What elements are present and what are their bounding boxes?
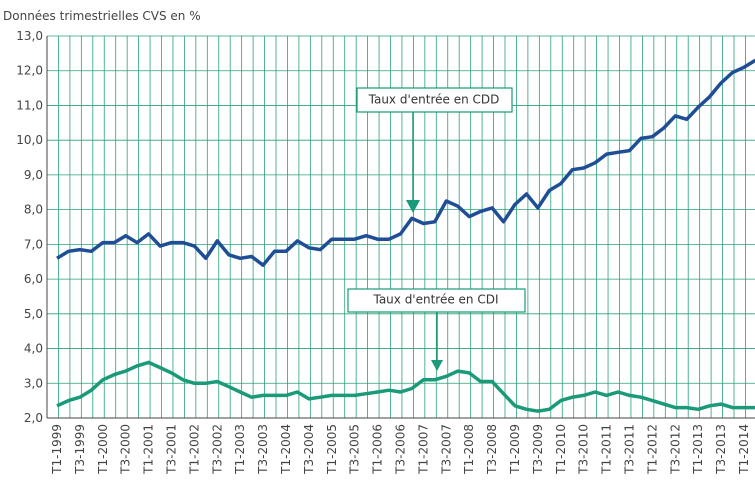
- x-tick-label: T1-2004: [279, 424, 293, 475]
- x-tick-label: T3-2002: [210, 424, 224, 475]
- annotation-box: [356, 87, 513, 113]
- y-tick-label: 8,0: [24, 203, 43, 217]
- y-tick-label: 6,0: [24, 272, 43, 286]
- y-tick-label: 10,0: [16, 133, 43, 147]
- x-tick-label: T3-2000: [119, 424, 133, 475]
- x-tick-label: T1-2014: [737, 424, 751, 475]
- x-tick-label: T3-2009: [531, 424, 545, 475]
- x-tick-label: T3-1999: [73, 424, 87, 475]
- x-tick-label: T1-2013: [691, 424, 705, 475]
- x-tick-label: T3-2005: [348, 424, 362, 475]
- x-tick-label: T3-2012: [668, 424, 682, 475]
- x-tick-label: T1-2006: [371, 424, 385, 475]
- annotation-cdi: Taux d'entrée en CDI: [347, 288, 526, 371]
- x-tick-label: T3-2007: [439, 424, 453, 475]
- x-tick-label: T1-2005: [325, 424, 339, 475]
- y-tick-label: 13,0: [16, 29, 43, 43]
- series-line: [56, 58, 755, 267]
- y-tick-label: 11,0: [16, 98, 43, 112]
- x-tick-label: T3-2010: [577, 424, 591, 475]
- annotation-arrowhead: [406, 200, 420, 213]
- x-tick-label: T1-2012: [645, 424, 659, 475]
- x-tick-label: T1-2000: [96, 424, 110, 475]
- x-tick-label: T3-2013: [714, 424, 728, 475]
- y-tick-label: 9,0: [24, 168, 43, 182]
- x-tick-label: T3-2011: [623, 424, 637, 475]
- y-tick-label: 2,0: [24, 411, 43, 425]
- y-tick-label: 5,0: [24, 307, 43, 321]
- x-tick-label: T1-2001: [142, 424, 156, 475]
- y-tick-label: 4,0: [24, 342, 43, 356]
- y-tick-label: 12,0: [16, 64, 43, 78]
- x-tick-label: T3-2006: [394, 424, 408, 475]
- x-tick-label: T1-2007: [416, 424, 430, 475]
- x-tick-label: T3-2008: [485, 424, 499, 475]
- series-line: [56, 360, 755, 413]
- annotation-cdd: Taux d'entrée en CDD: [356, 87, 513, 213]
- annotation-arrowhead: [431, 360, 443, 371]
- annotation-text: Taux d'entrée en CDI: [372, 293, 498, 307]
- x-tick-label: T1-2002: [187, 424, 201, 475]
- y-axis-label: Données trimestrielles CVS en %: [3, 9, 201, 23]
- x-tick-label: T1-2010: [554, 424, 568, 475]
- x-tick-label: T3-2004: [302, 424, 316, 475]
- x-tick-label: T1-1999: [50, 424, 64, 475]
- y-tick-label: 7,0: [24, 237, 43, 251]
- x-tick-label: T1-2011: [600, 424, 614, 475]
- x-tick-label: T1-2008: [462, 424, 476, 475]
- x-tick-label: T3-2001: [165, 424, 179, 475]
- x-tick-label: T1-2009: [508, 424, 522, 475]
- y-tick-label: 3,0: [24, 376, 43, 390]
- x-tick-label: T3-2003: [256, 424, 270, 475]
- annotation-text: Taux d'entrée en CDD: [368, 93, 500, 107]
- x-tick-label: T1-2003: [233, 424, 247, 475]
